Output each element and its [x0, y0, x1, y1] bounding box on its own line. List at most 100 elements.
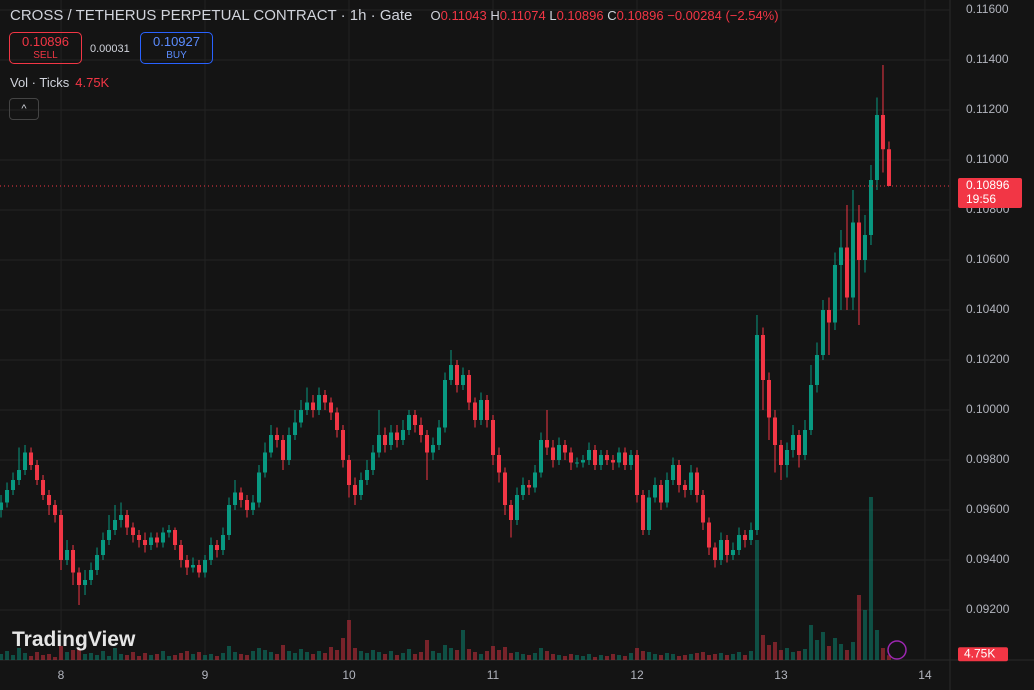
collapse-button[interactable]: ^: [9, 98, 39, 120]
candle-body: [41, 480, 46, 495]
candle-body: [323, 395, 328, 403]
l-value: 0.10896: [556, 8, 604, 23]
last-volume-box: [958, 647, 1008, 662]
candle-body: [293, 422, 298, 435]
sell-button[interactable]: 0.10896 SELL: [9, 32, 82, 64]
volume-bar: [526, 655, 531, 660]
y-tick-label: 0.11200: [966, 102, 1009, 116]
volume-bar: [592, 657, 597, 660]
volume-bar: [443, 645, 448, 660]
volume-bar: [706, 655, 711, 660]
x-tick-label: 10: [342, 668, 356, 682]
volume-bar: [826, 646, 831, 660]
candle-body: [359, 480, 364, 495]
volume-bar: [353, 648, 358, 660]
volume-bar: [544, 651, 549, 660]
candle-body: [550, 447, 555, 460]
candle-body: [820, 310, 825, 355]
candle-body: [35, 465, 40, 480]
x-tick-label: 11: [487, 668, 500, 682]
volume-bar: [347, 620, 352, 660]
volume-legend: Vol · Ticks 4.75K: [10, 75, 109, 90]
candle-body: [425, 435, 430, 453]
candle-body: [508, 505, 513, 520]
volume-bar: [311, 654, 316, 660]
volume-bar: [173, 655, 178, 660]
volume-bar: [65, 652, 70, 660]
candle-body: [526, 485, 531, 488]
candle-body: [484, 400, 489, 420]
buy-button[interactable]: 0.10927 BUY: [140, 32, 213, 64]
last-price-box: [958, 178, 1022, 208]
candle-body: [760, 335, 765, 380]
candle-body: [592, 450, 597, 465]
candle-body: [838, 247, 843, 265]
candle-body: [742, 535, 747, 540]
interval[interactable]: 1h: [349, 7, 367, 24]
volume-bar: [604, 656, 609, 660]
candle-body: [311, 402, 316, 410]
h-value: 0.11074: [499, 8, 546, 23]
volume-bar: [598, 655, 603, 660]
candle-body: [239, 492, 244, 500]
candle-body: [179, 545, 184, 560]
candle-body: [580, 460, 585, 463]
candle-body: [826, 310, 831, 323]
candle-body: [449, 365, 454, 380]
candle-body: [0, 502, 4, 510]
candle-body: [89, 570, 94, 580]
o-label: O: [430, 8, 441, 23]
candle-body: [886, 149, 891, 186]
candle-body: [131, 527, 136, 535]
volume-bar: [221, 653, 226, 660]
sell-price: 0.10896: [22, 34, 69, 49]
candle-body: [119, 515, 124, 520]
candle-body: [11, 480, 16, 490]
change: −0.00284: [667, 8, 722, 23]
candle-body: [676, 465, 681, 485]
candle-body: [766, 380, 771, 418]
candle-body: [520, 485, 525, 495]
y-tick-label: 0.11400: [966, 52, 1009, 66]
volume-bar: [688, 654, 693, 660]
y-tick-label: 0.09400: [966, 552, 1010, 566]
candle-body: [191, 565, 196, 568]
candle-body: [407, 415, 412, 430]
price-axis: [950, 0, 1034, 690]
candle-body: [47, 495, 52, 505]
candle-body: [365, 470, 370, 480]
candle-body: [670, 465, 675, 480]
volume-bar: [676, 656, 681, 660]
candle-body: [646, 497, 651, 530]
volume-bar: [449, 648, 454, 660]
volume-bar: [538, 648, 543, 660]
candle-body: [718, 540, 723, 560]
candle-body: [413, 415, 418, 425]
volume-bar: [862, 610, 867, 660]
volume-bar: [610, 654, 615, 660]
volume-bar: [23, 653, 28, 660]
volume-bar: [712, 654, 717, 660]
candle-body: [652, 485, 657, 498]
candle-body: [562, 445, 567, 453]
countdown: 19:56: [966, 192, 996, 206]
candle-body: [796, 435, 801, 455]
candle-body: [419, 425, 424, 435]
candle-body: [868, 180, 873, 235]
candle-body: [574, 462, 579, 464]
volume-bar: [490, 646, 495, 660]
candle-body: [275, 435, 280, 440]
c-value: 0.10896: [616, 8, 664, 23]
volume-bar: [880, 648, 885, 660]
volume-bar: [161, 651, 166, 660]
candle-body: [95, 555, 100, 570]
volume-bar: [814, 640, 819, 660]
volume-bar: [473, 652, 477, 660]
symbol[interactable]: CROSS / TETHERUS PERPETUAL CONTRACT: [10, 7, 337, 24]
candle-body: [143, 540, 148, 545]
volume-bar: [143, 653, 148, 660]
candle-body: [706, 522, 711, 548]
candle-body: [287, 435, 292, 460]
volume-bar: [496, 650, 501, 660]
volume-bar: [425, 640, 430, 660]
